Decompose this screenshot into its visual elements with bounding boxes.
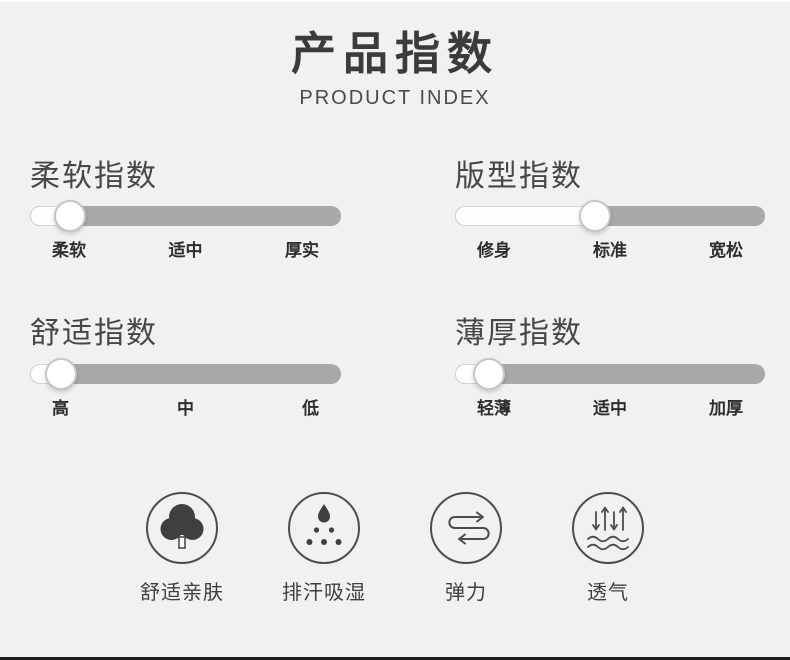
scale-label: 标准 — [593, 241, 627, 261]
breathability-icon — [571, 491, 645, 565]
scale-label: 适中 — [168, 241, 203, 261]
slider-scale: 高 中 低 — [30, 394, 341, 419]
sweat-drops-icon — [287, 491, 361, 565]
fit-slider-block: 版型指数 修身 标准 宽松 — [455, 160, 765, 262]
feature-row: 舒适亲肤 排汗吸湿 — [0, 491, 790, 605]
tree-icon — [145, 491, 219, 565]
slider-grid: 柔软指数 柔软 适中 厚实 版型指数 修身 标准 宽松 — [0, 160, 790, 419]
feature-breathable: 透气 — [548, 491, 668, 605]
slider-track[interactable] — [455, 200, 765, 233]
scale-label: 高 — [52, 398, 69, 418]
slider-knob[interactable] — [578, 200, 611, 233]
slider-title: 柔软指数 — [30, 159, 158, 193]
scale-label: 中 — [177, 398, 194, 418]
slider-knob[interactable] — [54, 200, 87, 233]
softness-slider-block: 柔软指数 柔软 适中 厚实 — [30, 160, 341, 262]
feature-elasticity: 弹力 — [406, 491, 526, 605]
slider-scale: 柔软 适中 厚实 — [30, 236, 341, 261]
slider-track[interactable] — [30, 357, 341, 390]
slider-scale: 轻薄 适中 加厚 — [455, 394, 765, 419]
scale-label: 柔软 — [52, 241, 86, 261]
slider-title: 舒适指数 — [30, 317, 158, 351]
slider-knob[interactable] — [473, 357, 506, 390]
scale-label: 厚实 — [285, 241, 319, 261]
slider-knob[interactable] — [45, 357, 78, 390]
scale-label: 加厚 — [709, 398, 743, 418]
comfort-slider-block: 舒适指数 高 中 低 — [30, 317, 341, 419]
feature-comfort-skin: 舒适亲肤 — [122, 491, 242, 605]
feature-sweat-wicking: 排汗吸湿 — [264, 491, 384, 605]
page-subtitle: PRODUCT INDEX — [299, 86, 491, 109]
slider-scale: 修身 标准 宽松 — [455, 236, 765, 261]
scale-label: 修身 — [477, 241, 511, 261]
feature-label: 透气 — [587, 581, 629, 604]
page-title: 产品指数 — [290, 28, 499, 79]
scale-label: 适中 — [593, 398, 627, 418]
slider-title: 薄厚指数 — [455, 317, 583, 351]
feature-label: 排汗吸湿 — [282, 581, 366, 604]
scale-label: 轻薄 — [477, 398, 511, 418]
slider-title: 版型指数 — [455, 159, 583, 193]
thickness-slider-block: 薄厚指数 轻薄 适中 加厚 — [455, 317, 765, 419]
feature-label: 弹力 — [445, 581, 487, 604]
spring-icon — [429, 491, 503, 565]
slider-track[interactable] — [30, 200, 341, 233]
scale-label: 宽松 — [709, 241, 743, 261]
scale-label: 低 — [302, 398, 319, 418]
feature-label: 舒适亲肤 — [140, 581, 224, 604]
header: 产品指数 PRODUCT INDEX — [0, 2, 790, 110]
slider-track[interactable] — [455, 357, 765, 390]
